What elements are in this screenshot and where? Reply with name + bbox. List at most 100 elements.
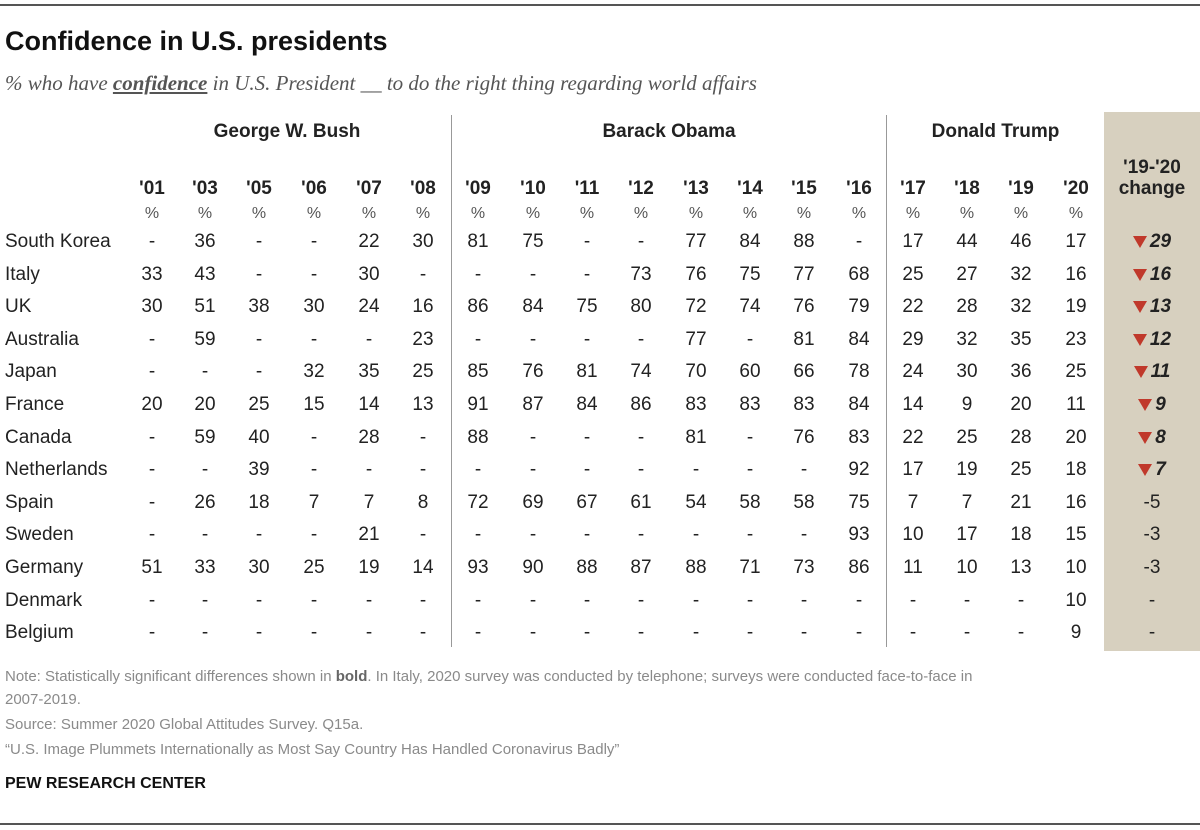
table-cell: - xyxy=(529,622,537,643)
group-header-obama: Barack Obama xyxy=(602,121,736,142)
table-cell: - xyxy=(746,459,754,480)
table-cell: 75 xyxy=(522,231,544,252)
change-cell: - xyxy=(1104,622,1200,644)
table-cell: 17 xyxy=(956,524,978,545)
table-cell: 93 xyxy=(848,524,870,545)
table-cell: 25 xyxy=(412,361,434,382)
country-label: Australia xyxy=(5,329,79,350)
table-cell: 86 xyxy=(467,296,489,317)
table-cell: 83 xyxy=(793,394,815,415)
chart-subtitle: % who have confidence in U.S. President … xyxy=(5,71,757,96)
table-cell: 74 xyxy=(739,296,761,317)
table-cell: 77 xyxy=(793,264,815,285)
table-cell: 51 xyxy=(141,557,163,578)
table-cell: 81 xyxy=(685,427,707,448)
table-cell: - xyxy=(201,459,209,480)
table-cell: 10 xyxy=(956,557,978,578)
change-value: 7 xyxy=(1155,459,1166,480)
table-cell: 21 xyxy=(1010,492,1032,513)
table-cell: 16 xyxy=(1065,492,1087,513)
table-cell: 16 xyxy=(1065,264,1087,285)
change-value: -3 xyxy=(1143,557,1161,578)
table-cell: 19 xyxy=(358,557,380,578)
table-cell: - xyxy=(746,622,754,643)
table-cell: 72 xyxy=(685,296,707,317)
table-cell: 54 xyxy=(685,492,707,513)
group-header-bush: George W. Bush xyxy=(213,121,361,142)
down-triangle-icon xyxy=(1132,300,1147,313)
table-cell: 16 xyxy=(412,296,434,317)
table-cell: - xyxy=(255,264,263,285)
table-cell: 24 xyxy=(902,361,924,382)
table-cell: 13 xyxy=(1010,557,1032,578)
year-header: '14 xyxy=(737,178,763,199)
table-cell: 74 xyxy=(630,361,652,382)
table-cell: 17 xyxy=(902,231,924,252)
table-cell: - xyxy=(637,459,645,480)
change-cell: 12 xyxy=(1104,329,1200,351)
percent-unit-label: % xyxy=(905,205,921,222)
table-cell: - xyxy=(855,231,863,252)
table-cell: - xyxy=(637,329,645,350)
table-cell: 75 xyxy=(739,264,761,285)
table-cell: 75 xyxy=(848,492,870,513)
table-cell: 14 xyxy=(902,394,924,415)
table-cell: 25 xyxy=(902,264,924,285)
table-cell: 93 xyxy=(467,557,489,578)
table-cell: 10 xyxy=(1065,590,1087,611)
down-triangle-icon xyxy=(1138,463,1153,476)
year-header: '03 xyxy=(192,178,218,199)
table-cell: - xyxy=(419,590,427,611)
change-cell: 11 xyxy=(1104,361,1200,383)
table-cell: 25 xyxy=(1065,361,1087,382)
table-cell: 51 xyxy=(194,296,216,317)
country-label: France xyxy=(5,394,65,415)
table-cell: - xyxy=(637,590,645,611)
table-cell: - xyxy=(583,524,591,545)
table-cell: - xyxy=(583,622,591,643)
table-cell: - xyxy=(419,622,427,643)
table-cell: 7 xyxy=(907,492,919,513)
table-cell: - xyxy=(310,329,318,350)
change-cell: 16 xyxy=(1104,264,1200,286)
change-value: 12 xyxy=(1149,329,1172,350)
table-cell: 91 xyxy=(467,394,489,415)
table-cell: 25 xyxy=(1010,459,1032,480)
year-header: '15 xyxy=(791,178,817,199)
country-label: Sweden xyxy=(5,524,74,545)
change-cell: -5 xyxy=(1104,492,1200,514)
table-cell: - xyxy=(800,459,808,480)
change-value: 8 xyxy=(1155,427,1166,448)
country-label: Denmark xyxy=(5,590,83,611)
table-cell: 25 xyxy=(248,394,270,415)
table-cell: 84 xyxy=(848,329,870,350)
table-cell: - xyxy=(201,622,209,643)
table-cell: - xyxy=(148,361,156,382)
table-cell: 28 xyxy=(956,296,978,317)
table-cell: 83 xyxy=(685,394,707,415)
percent-unit-label: % xyxy=(742,205,758,222)
table-cell: - xyxy=(148,427,156,448)
subtitle-prefix: % who have xyxy=(5,71,113,95)
table-cell: - xyxy=(583,264,591,285)
table-cell: 27 xyxy=(956,264,978,285)
table-cell: - xyxy=(310,427,318,448)
table-cell: - xyxy=(474,264,482,285)
table-cell: - xyxy=(255,590,263,611)
table-cell: 20 xyxy=(194,394,216,415)
table-cell: - xyxy=(800,622,808,643)
table-cell: 8 xyxy=(417,492,429,513)
change-value: - xyxy=(1148,622,1156,643)
obama-trump-divider xyxy=(886,115,887,647)
table-cell: 39 xyxy=(248,459,270,480)
year-header: '01 xyxy=(139,178,165,199)
table-cell: 18 xyxy=(1010,524,1032,545)
source-note: Source: Summer 2020 Global Attitudes Sur… xyxy=(5,716,364,733)
change-cell: 9 xyxy=(1104,394,1200,416)
table-cell: 29 xyxy=(902,329,924,350)
table-cell: 70 xyxy=(685,361,707,382)
table-cell: 84 xyxy=(739,231,761,252)
table-cell: 25 xyxy=(303,557,325,578)
year-header: '06 xyxy=(301,178,327,199)
year-header: '17 xyxy=(900,178,926,199)
